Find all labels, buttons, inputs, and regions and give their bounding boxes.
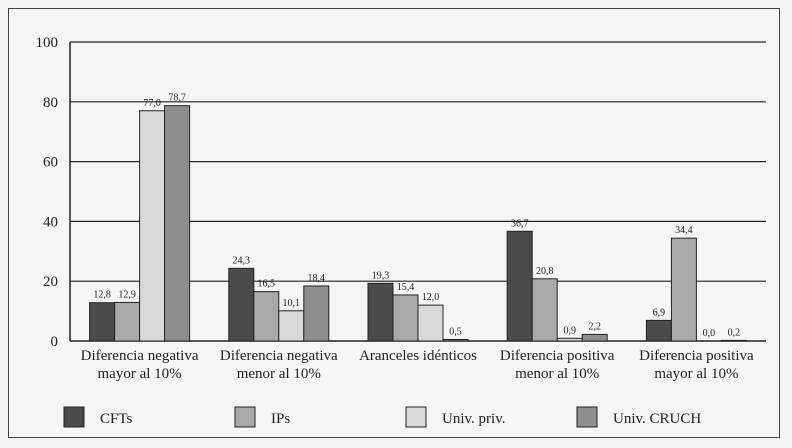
data-label: 12,8 — [93, 290, 111, 301]
data-label: 16,5 — [258, 279, 276, 290]
data-label: 12,9 — [118, 289, 136, 300]
bar — [645, 319, 672, 342]
bar — [89, 302, 116, 342]
data-label: 6,9 — [653, 307, 666, 318]
data-label: 10,1 — [283, 298, 301, 309]
bar — [417, 304, 444, 342]
y-tick-label: 60 — [43, 155, 58, 171]
data-label: 0,9 — [563, 325, 576, 336]
bar — [720, 339, 747, 342]
y-tick-label: 20 — [43, 274, 58, 290]
y-tick-label: 80 — [43, 95, 58, 111]
data-label: 34,4 — [675, 225, 693, 236]
data-label: 24,3 — [233, 255, 251, 266]
y-tick-label: 100 — [36, 35, 59, 51]
x-category-label: Diferencia positiva — [639, 348, 754, 364]
legend-swatch — [576, 406, 598, 428]
legend-swatch — [405, 406, 427, 428]
legend-label: CFTs — [100, 411, 132, 427]
data-label: 2,2 — [588, 321, 601, 332]
bar — [581, 333, 608, 342]
bar — [556, 337, 583, 342]
data-label: 0,5 — [449, 327, 462, 338]
x-category-label: Diferencia positiva — [500, 348, 615, 364]
bar — [114, 301, 141, 342]
legend-label: IPs — [271, 411, 290, 427]
bar — [228, 267, 255, 342]
bar — [392, 294, 419, 342]
bar — [164, 105, 191, 342]
bar — [367, 282, 394, 342]
y-tick-label: 40 — [43, 214, 58, 230]
x-category-label: menor al 10% — [515, 366, 599, 382]
bar — [303, 285, 330, 342]
y-tick-label: 0 — [51, 334, 59, 350]
x-category-label: Diferencia negativa — [220, 348, 338, 364]
chart-frame — [8, 8, 780, 438]
legend-label: Univ. priv. — [442, 411, 505, 427]
data-label: 0,0 — [703, 328, 716, 339]
bar — [139, 110, 166, 342]
bar — [506, 230, 533, 342]
legend-swatch — [234, 406, 256, 428]
data-label: 77,0 — [143, 98, 161, 109]
data-label: 0,2 — [728, 327, 741, 338]
data-label: 12,0 — [422, 292, 440, 303]
data-label: 20,8 — [536, 266, 554, 277]
x-category-label: mayor al 10% — [98, 366, 182, 382]
x-category-label: mayor al 10% — [654, 366, 738, 382]
x-category-label: Aranceles idénticos — [359, 348, 477, 364]
bar — [531, 278, 558, 342]
data-label: 18,4 — [308, 273, 326, 284]
legend-swatch — [63, 406, 85, 428]
data-label: 15,4 — [397, 282, 415, 293]
legend-label: Univ. CRUCH — [613, 411, 701, 427]
data-label: 19,3 — [372, 270, 390, 281]
bar — [278, 310, 305, 342]
x-category-label: Diferencia negativa — [81, 348, 199, 364]
bar — [442, 339, 469, 342]
data-label: 36,7 — [511, 218, 529, 229]
data-label: 78,7 — [168, 93, 186, 104]
x-category-label: menor al 10% — [237, 366, 321, 382]
bar — [670, 237, 697, 342]
bar — [253, 291, 280, 342]
